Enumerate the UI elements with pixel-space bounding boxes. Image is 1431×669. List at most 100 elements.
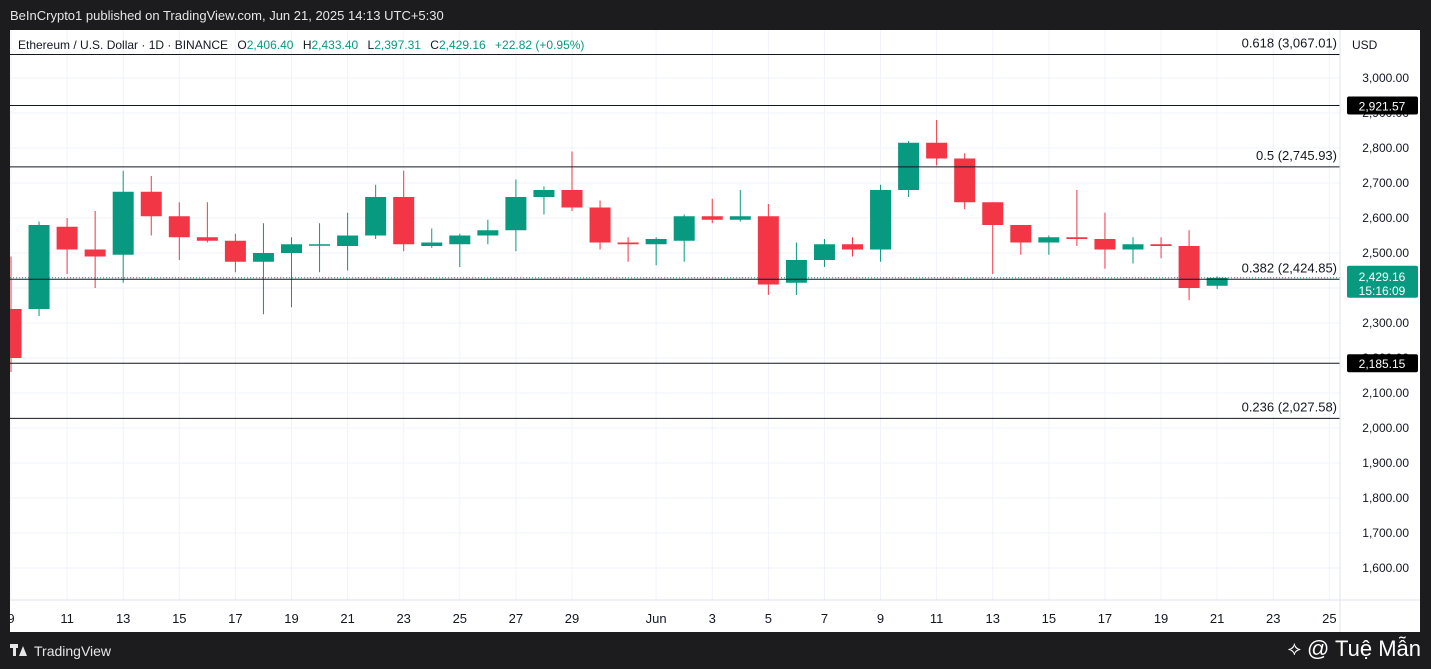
date-tick-label: 19	[284, 611, 298, 626]
candle-body	[1038, 237, 1060, 243]
candle-body	[337, 235, 359, 246]
candle-body	[309, 244, 331, 246]
legend-close-label: C	[430, 38, 439, 52]
price-tick-label: 1,900.00	[1362, 456, 1409, 470]
candle	[449, 233, 471, 267]
candle	[365, 184, 387, 239]
date-tick-label: 3	[709, 611, 716, 626]
candle	[645, 237, 667, 266]
sparkle-icon: ⟡	[1287, 637, 1301, 660]
legend-open-label: O	[237, 38, 246, 52]
candle	[785, 242, 807, 295]
candle	[393, 170, 415, 252]
candle-body	[982, 202, 1004, 225]
candle	[56, 218, 78, 274]
candle-body	[673, 216, 695, 241]
date-tick-label: 23	[1266, 611, 1280, 626]
candle	[701, 198, 723, 224]
candle-body	[196, 237, 218, 241]
candle-body	[449, 235, 471, 245]
date-tick-label: 17	[228, 611, 242, 626]
candle	[281, 237, 302, 308]
date-tick-label: 13	[116, 611, 130, 626]
candle	[140, 176, 162, 236]
candle-body	[421, 242, 443, 246]
candle-body	[813, 244, 835, 260]
tradingview-logo[interactable]: TradingView	[10, 643, 111, 659]
date-tick-label: 15	[1042, 611, 1056, 626]
candle	[505, 179, 527, 252]
legend-high-label: H	[303, 38, 312, 52]
publisher-bar: BeInCrypto1 published on TradingView.com…	[0, 0, 1431, 30]
candle	[112, 170, 134, 283]
countdown-text: 15:16:09	[1359, 284, 1406, 298]
candle-body	[1178, 246, 1200, 288]
candle-body	[393, 197, 415, 245]
date-tick-label: 11	[930, 611, 944, 626]
price-tick-label: 2,700.00	[1362, 176, 1409, 190]
legend-high-value: 2,433.40	[311, 38, 358, 52]
price-tick-label: 3,000.00	[1362, 71, 1409, 85]
candle-body	[757, 216, 779, 285]
date-tick-label: 11	[60, 611, 74, 626]
candle-body	[954, 158, 976, 203]
ohlc-legend: Ethereum / U.S. Dollar · 1D · BINANCE O2…	[18, 38, 584, 52]
candle	[477, 219, 499, 245]
candle-body	[645, 239, 667, 245]
fib-level-label: 0.236 (2,027.58)	[1242, 399, 1337, 414]
candle	[1178, 230, 1200, 301]
price-tick-label: 1,800.00	[1362, 491, 1409, 505]
candle	[954, 153, 976, 210]
legend-open-value: 2,406.40	[247, 38, 294, 52]
date-tick-label: 7	[821, 611, 828, 626]
date-tick-label: Jun	[646, 611, 667, 626]
currency-label[interactable]: USD	[1352, 38, 1378, 52]
levels-layer: 0.618 (3,067.01) 0.5 (2,745.93) 0.382 (2,4…	[10, 36, 1340, 419]
price-tick-label: 2,000.00	[1362, 421, 1409, 435]
candle	[926, 120, 948, 166]
candlestick-chart[interactable]: 0.618 (3,067.01) 0.5 (2,745.93) 0.382 (2,4…	[0, 30, 1420, 632]
fib-level-label: 0.382 (2,424.85)	[1242, 260, 1337, 275]
candle-body	[477, 230, 499, 236]
candle	[196, 202, 218, 243]
candle	[617, 237, 639, 262]
chart-frame[interactable]: 0.618 (3,067.01) 0.5 (2,745.93) 0.382 (2,4…	[0, 30, 1420, 632]
time-axis-ticks: 9 11 13 15 17 19 21 23 25 27 29 Jun 3 5 7 9 11 13 15 17 19 21…	[7, 611, 1336, 626]
price-tick-label: 2,800.00	[1362, 141, 1409, 155]
date-tick-label: 23	[396, 611, 410, 626]
date-tick-label: 15	[172, 611, 186, 626]
date-tick-label: 9	[10, 611, 15, 626]
candle	[673, 214, 695, 262]
candle	[337, 212, 359, 271]
candle-body	[1094, 239, 1116, 250]
candle-body	[898, 142, 920, 190]
currency-selector[interactable]: USD	[1348, 34, 1412, 56]
candle-body	[617, 242, 639, 245]
date-tick-label: 5	[765, 611, 772, 626]
candle-body	[140, 191, 162, 217]
candle-body	[0, 309, 22, 358]
axis-separators	[10, 30, 1420, 632]
price-tick-label: 2,600.00	[1362, 211, 1409, 225]
candle-body	[1066, 237, 1088, 239]
candle	[224, 233, 246, 273]
current-price-badge	[1347, 265, 1418, 298]
chart-grid	[10, 30, 1340, 600]
candle-body	[365, 197, 387, 236]
candle	[757, 204, 779, 295]
candle	[84, 211, 106, 288]
candle-body	[1150, 244, 1172, 246]
date-tick-label: 25	[453, 611, 467, 626]
price-tick-label: 1,700.00	[1362, 526, 1409, 540]
candle	[0, 256, 22, 372]
candle	[252, 223, 274, 315]
candle-body	[589, 207, 611, 243]
date-tick-label: 9	[877, 611, 884, 626]
price-tick-label: 2,300.00	[1362, 316, 1409, 330]
candle-body	[533, 190, 555, 197]
current-price-text: 2,429.16	[1359, 270, 1406, 284]
candle	[28, 221, 50, 316]
tradingview-logo-icon	[10, 644, 28, 658]
candle	[870, 184, 892, 262]
